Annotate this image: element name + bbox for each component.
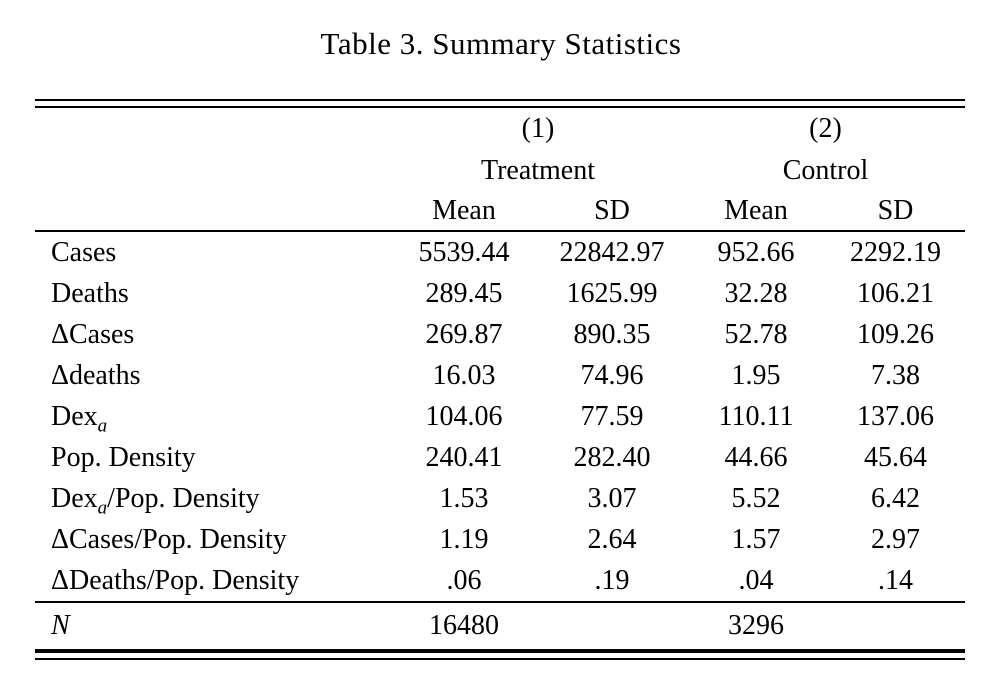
cell-treatment-mean: 16.03	[432, 359, 496, 391]
row-label-text: ΔCases	[51, 318, 135, 350]
cell-control-sd: 7.38	[871, 359, 920, 391]
row-label: Δdeaths	[35, 355, 390, 396]
cell-control-sd: 2.97	[871, 523, 920, 555]
top-double-rule	[35, 99, 965, 108]
header-treatment-mean: Mean	[390, 192, 538, 232]
row-label: ΔCases	[35, 314, 390, 355]
table-row: Pop. Density 240.41 282.40 44.66 45.64	[35, 437, 965, 478]
cell-treatment-mean: 289.45	[425, 277, 503, 309]
n-control-value: 3296	[686, 602, 826, 651]
table-title: Table 3. Summary Statistics	[320, 26, 682, 61]
cell-treatment-sd: 74.96	[580, 359, 644, 391]
cell-treatment-sd: 22842.97	[559, 236, 665, 268]
cell-treatment-sd: 3.07	[587, 482, 637, 514]
header-spacer	[35, 192, 390, 232]
row-label: ΔDeaths/Pop. Density	[35, 560, 390, 603]
cell-control-sd: .14	[826, 560, 965, 603]
cell-treatment-sd: 77.59	[580, 400, 644, 432]
row-label-text: Pop. Density	[51, 441, 196, 473]
row-label-text: Δdeaths	[51, 359, 141, 391]
header-treatment-sd: SD	[538, 192, 686, 232]
cell-treatment-mean: 104.06	[425, 400, 503, 432]
cell-control-mean: 5.52	[731, 482, 781, 514]
cell-control-mean: 1.95	[731, 359, 781, 391]
row-label-text: ΔCases/Pop. Density	[51, 523, 287, 555]
row-label-subscript: a	[97, 415, 108, 437]
cell-treatment-sd: 282.40	[573, 441, 651, 473]
row-label: ΔCases/Pop. Density	[35, 519, 390, 560]
summary-statistics-table: (1) (2) Treatment Control Mean SD Mean S…	[35, 99, 965, 660]
header-control: Control	[782, 155, 869, 186]
row-label: Dexa/Pop. Density	[35, 478, 390, 519]
cell-treatment-mean: 1.53	[439, 482, 489, 514]
cell-treatment-mean: 1.19	[439, 523, 489, 555]
cell-treatment-sd: .19	[538, 560, 686, 603]
header-row-statistics: Mean SD Mean SD	[35, 192, 965, 232]
row-label: Pop. Density	[35, 437, 390, 478]
header-treatment: Treatment	[480, 155, 596, 186]
table-row: ΔCases/Pop. Density 1.19 2.64 1.57 2.97	[35, 519, 965, 560]
table-row: Dexa 104.06 77.59 110.11 137.06	[35, 396, 965, 437]
header-spacer	[35, 150, 390, 192]
header-control-mean: Mean	[686, 192, 826, 232]
row-label-subscript: a	[97, 497, 108, 519]
cell-control-mean: 110.11	[718, 400, 794, 432]
row-label: Deaths	[35, 273, 390, 314]
empty-cell	[538, 602, 686, 651]
table-row: ΔCases 269.87 890.35 52.78 109.26	[35, 314, 965, 355]
row-label-text: Dex	[51, 482, 98, 514]
header-row-group-names: Treatment Control	[35, 150, 965, 192]
cell-control-mean: 952.66	[717, 236, 795, 268]
header-spacer	[35, 108, 390, 150]
cell-control-sd: 106.21	[857, 277, 934, 309]
header-control-sd: SD	[826, 192, 965, 232]
cell-treatment-sd: 1625.99	[566, 277, 658, 309]
table-row: ΔDeaths/Pop. Density .06.19.04.14	[35, 560, 965, 603]
row-label-text: ΔDeaths/Pop. Density	[51, 564, 300, 596]
table-row: Deaths 289.45 1625.99 32.28 106.21	[35, 273, 965, 314]
header-col1-number: (1)	[521, 113, 555, 144]
bottom-double-rule	[35, 651, 965, 660]
row-label-text: Deaths	[51, 277, 129, 309]
cell-control-mean: 52.78	[724, 318, 788, 350]
table-row: Dexa/Pop. Density 1.53 3.07 5.52 6.42	[35, 478, 965, 519]
cell-control-sd: 6.42	[871, 482, 920, 514]
cell-control-mean: 44.66	[724, 441, 788, 473]
table-row-n: N 16480 3296	[35, 602, 965, 651]
row-label-text: Dex	[51, 400, 98, 432]
cell-control-sd: 45.64	[864, 441, 927, 473]
cell-treatment-mean: .06	[390, 560, 538, 603]
cell-control-sd: 109.26	[857, 318, 934, 350]
cell-control-mean: .04	[686, 560, 826, 603]
table-row: Δdeaths 16.03 74.96 1.95 7.38	[35, 355, 965, 396]
cell-treatment-mean: 240.41	[425, 441, 503, 473]
n-label: N	[51, 610, 70, 641]
cell-control-sd: 137.06	[857, 400, 934, 432]
cell-control-sd: 2292.19	[850, 236, 941, 268]
row-label-suffix: /Pop. Density	[107, 482, 260, 514]
header-row-column-numbers: (1) (2)	[35, 108, 965, 150]
row-label: Dexa	[35, 396, 390, 437]
cell-treatment-sd: 890.35	[573, 318, 651, 350]
n-treatment-value: 16480	[390, 602, 538, 651]
header-col2-number: (2)	[809, 113, 842, 144]
data-table: (1) (2) Treatment Control Mean SD Mean S…	[35, 108, 965, 651]
empty-cell	[826, 602, 965, 651]
row-label: Cases	[35, 231, 390, 273]
cell-treatment-mean: 269.87	[425, 318, 503, 350]
cell-treatment-sd: 2.64	[587, 523, 637, 555]
cell-treatment-mean: 5539.44	[418, 236, 510, 268]
cell-control-mean: 1.57	[731, 523, 781, 555]
table-row: Cases 5539.44 22842.97 952.66 2292.19	[35, 231, 965, 273]
row-label-text: Cases	[51, 236, 117, 268]
cell-control-mean: 32.28	[724, 277, 788, 309]
